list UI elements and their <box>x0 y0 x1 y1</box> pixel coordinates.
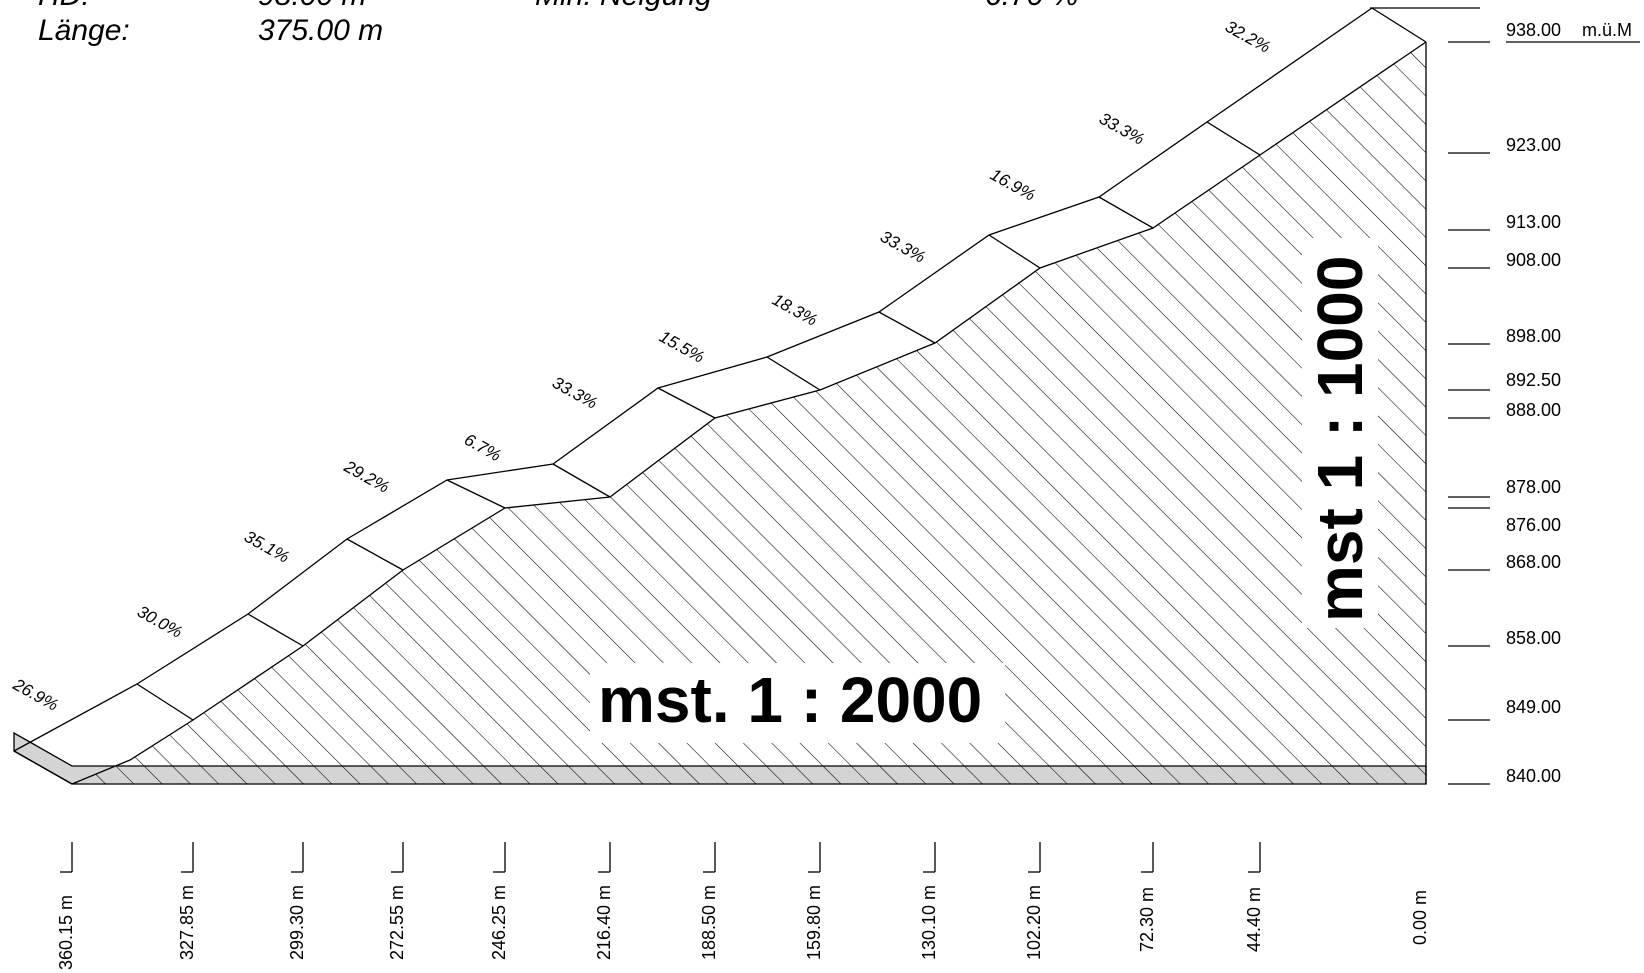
elevation-label: 868.00 <box>1506 552 1561 572</box>
hd-value: 98.00 m <box>258 0 366 12</box>
vertical-scale: mst 1 : 1000 <box>1304 256 1376 622</box>
vertical-scale-bg <box>1302 238 1378 628</box>
min-slope-value: 6.70 % <box>985 0 1078 12</box>
terrain-line <box>71 41 1427 785</box>
slope-label: 6.7% <box>461 430 504 465</box>
slope-label: 30.0% <box>134 602 185 642</box>
length-label: Länge: <box>38 14 130 47</box>
slope-label: 29.2% <box>340 456 392 496</box>
horizontal-scale: mst. 1 : 2000 <box>598 664 982 736</box>
distance-label: 72.30 m <box>1137 887 1157 952</box>
distance-label: 0.00 m <box>1410 890 1430 945</box>
distance-label: 159.80 m <box>804 885 824 960</box>
distance-label: 360.15 m <box>56 895 76 970</box>
slope-label: 18.3% <box>769 290 820 330</box>
distance-label: 188.50 m <box>699 885 719 960</box>
distance-label: 216.40 m <box>594 885 614 960</box>
elevation-label: 849.00 <box>1506 697 1561 717</box>
elevation-axis: 938.00 m.ü.M 923.00 913.00 908.00 898.00… <box>1370 7 1640 786</box>
slope-label: 26.9% <box>9 674 61 714</box>
distance-label: 246.25 m <box>489 885 509 960</box>
elevation-label: 898.00 <box>1506 326 1561 346</box>
elevation-label: 892.50 <box>1506 370 1561 390</box>
slope-label: 16.9% <box>987 165 1038 205</box>
elevation-label: 858.00 <box>1506 628 1561 648</box>
connectors <box>13 7 1427 785</box>
slope-label: 33.3% <box>877 227 928 267</box>
elevation-label: 913.00 <box>1506 212 1561 232</box>
slope-label: 33.3% <box>549 373 600 413</box>
ground-body <box>72 42 1426 784</box>
distance-label: 130.10 m <box>919 885 939 960</box>
elevation-label: 840.00 <box>1506 766 1561 786</box>
elevation-label: 888.00 <box>1506 400 1561 420</box>
slope-label: 35.1% <box>241 527 292 567</box>
scale-labels: mst. 1 : 2000 mst 1 : 1000 <box>590 238 1378 743</box>
distance-label: 102.20 m <box>1024 885 1044 960</box>
elevation-label: 938.00 <box>1506 20 1561 40</box>
horizontal-scale-bg <box>590 663 1005 743</box>
header: HD: 98.00 m Min. Neigung 6.70 % Länge: 3… <box>38 0 1078 47</box>
min-slope-label: Min. Neigung <box>535 0 712 12</box>
elevation-label: 876.00 <box>1506 515 1561 535</box>
distance-label: 272.55 m <box>387 885 407 960</box>
distance-label: 44.40 m <box>1244 887 1264 952</box>
elevation-label: 908.00 <box>1506 250 1561 270</box>
elevation-unit: m.ü.M <box>1582 20 1632 40</box>
elevation-label: 878.00 <box>1506 477 1561 497</box>
distance-label: 327.85 m <box>177 885 197 960</box>
elevation-label: 923.00 <box>1506 135 1561 155</box>
hd-label: HD: <box>38 0 90 12</box>
length-value: 375.00 m <box>258 14 383 47</box>
distance-axis: 360.15 m 327.85 m 299.30 m 272.55 m 246.… <box>56 842 1430 970</box>
slope-label: 33.3% <box>1096 109 1147 149</box>
distance-label: 299.30 m <box>287 885 307 960</box>
slope-label: 32.2% <box>1222 17 1273 57</box>
slope-label: 15.5% <box>656 327 707 367</box>
